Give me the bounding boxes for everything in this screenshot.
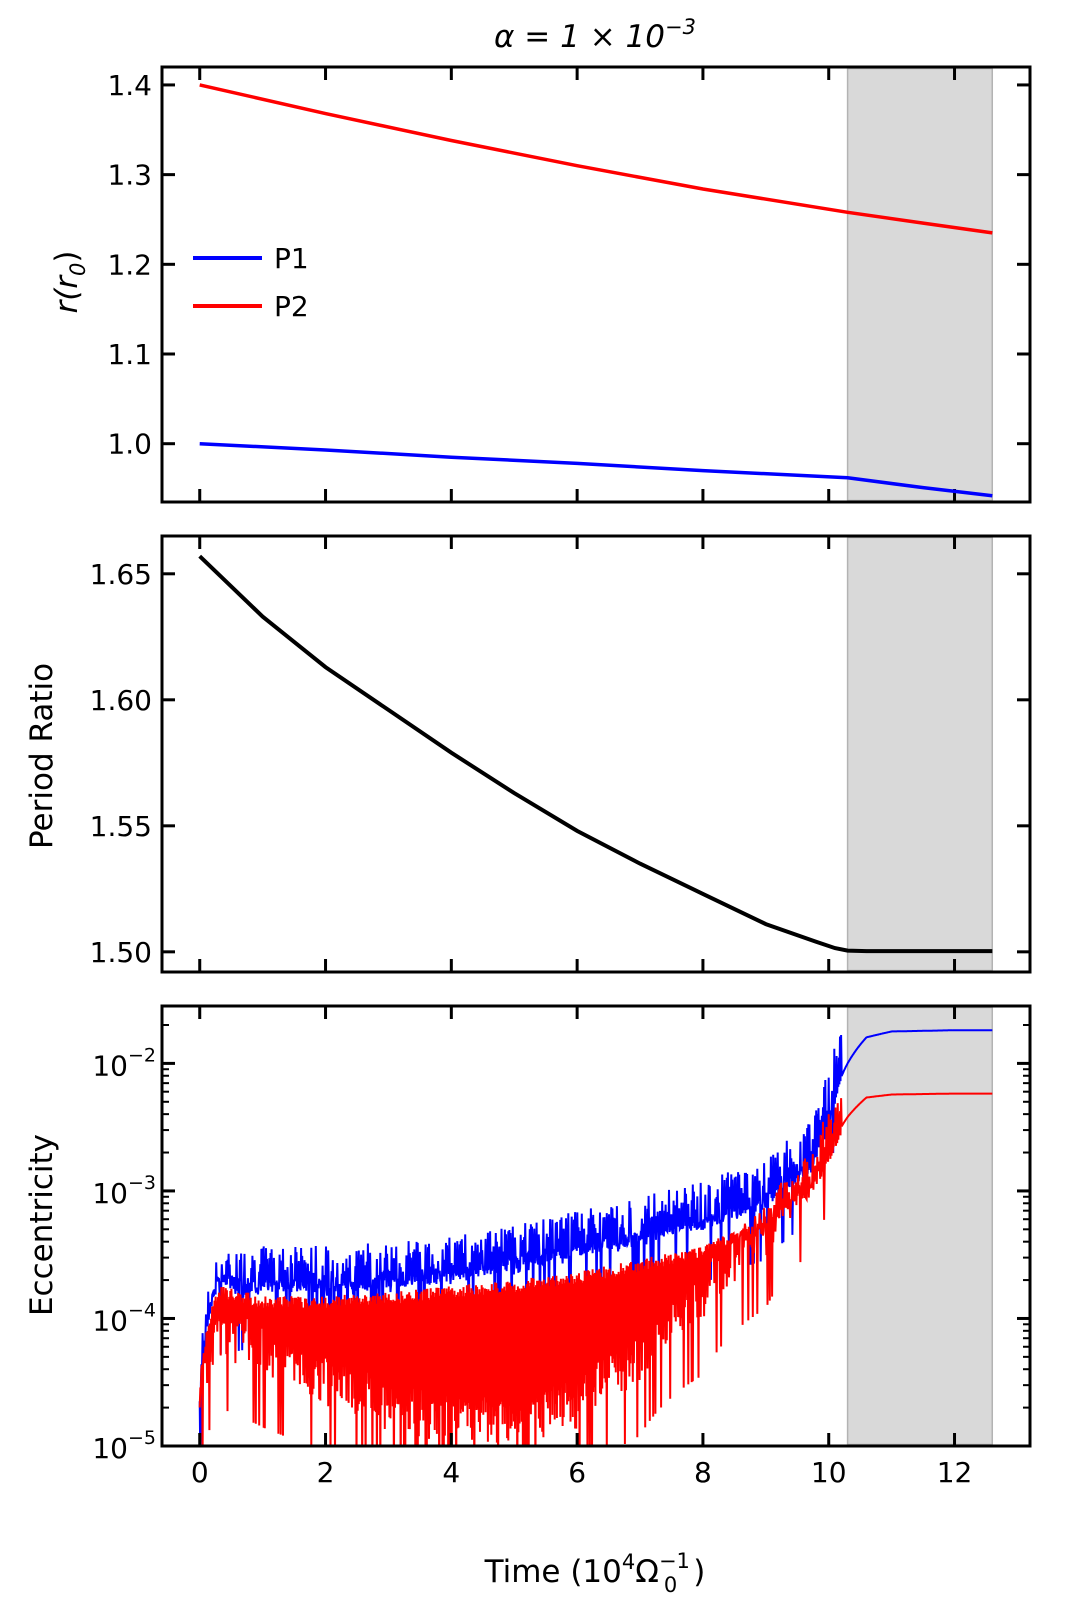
- x-tick-label: 12: [937, 1456, 973, 1489]
- y-tick-label: 1.60: [90, 684, 152, 717]
- y-tick-exponent: −4: [128, 1299, 156, 1321]
- x-axis-label: Time (104Ω−1 0): [484, 1549, 706, 1597]
- radius-ticks: 1.0 1.1 1.2 1.3 1.4: [107, 67, 1030, 502]
- x-tick-label: 6: [568, 1456, 586, 1489]
- y-tick-label: 10: [92, 1432, 128, 1465]
- legend: P1 P2: [193, 242, 309, 323]
- radius-line-p2: [199, 83, 993, 235]
- x-tick-label: 10: [811, 1456, 847, 1489]
- period-ratio-panel: 1.50 1.55 1.60 1.65 Period Ratio: [24, 534, 1032, 974]
- y-tick-label: 1.2: [107, 248, 152, 281]
- period-ratio-frame: [160, 534, 1032, 974]
- radius-ylabel: r(r0): [49, 250, 90, 313]
- chart-title-text: α = 1 × 10: [494, 19, 665, 55]
- y-tick-exponent: −2: [128, 1044, 156, 1066]
- y-tick-label: 1.3: [107, 159, 152, 192]
- radius-ylabel-sub: 0: [66, 263, 90, 276]
- y-tick-label: 1.65: [90, 558, 152, 591]
- eccentricity-shaded-region: [846, 1006, 994, 1446]
- period-ratio-shaded-region: [846, 536, 994, 972]
- eccentricity-series: [198, 1029, 993, 1446]
- eccentricity-panel: 10 −510 −410 −310 −20 2 4 6 8 10 12 Eccentricity: [24, 1004, 1032, 1489]
- radius-ylabel-main: r(r: [49, 274, 85, 314]
- x-axis-label-omega-sub: 0: [664, 1573, 677, 1597]
- x-axis-label-prefix: Time (10: [484, 1554, 622, 1590]
- x-axis-label-omega: Ω: [635, 1554, 659, 1590]
- y-tick-label: 10: [92, 1177, 128, 1210]
- radius-line-p1: [199, 441, 993, 498]
- eccentricity-ylabel: Eccentricity: [24, 1134, 60, 1316]
- x-axis-label-omega-sup: −1: [659, 1549, 690, 1573]
- y-tick-label: 1.50: [90, 936, 152, 969]
- x-tick-label: 4: [442, 1456, 460, 1489]
- period-ratio-line: [198, 554, 993, 954]
- radius-panel: 1.0 1.1 1.2 1.3 1.4 r(r0) P1 P2: [49, 65, 1032, 504]
- x-axis-label-suffix: ): [693, 1554, 705, 1590]
- x-tick-label: 0: [191, 1456, 209, 1489]
- y-tick-label: 1.1: [107, 338, 152, 371]
- period-ratio-ylabel: Period Ratio: [24, 663, 60, 849]
- y-tick-label: 1.0: [107, 428, 152, 461]
- radius-frame: [160, 65, 1032, 504]
- y-tick-exponent: −3: [128, 1172, 156, 1194]
- y-tick-label: 10: [92, 1049, 128, 1082]
- y-tick-label: 1.55: [90, 810, 152, 843]
- legend-p2-label: P2: [274, 290, 309, 323]
- period-ratio-ticks: 1.50 1.55 1.60 1.65: [90, 536, 1030, 972]
- x-axis-label-exp: 4: [622, 1550, 635, 1574]
- y-tick-label: 1.4: [107, 69, 152, 102]
- radius-ylabel-end: ): [49, 250, 85, 262]
- period-ratio-series: [198, 554, 993, 954]
- x-tick-label: 2: [317, 1456, 335, 1489]
- eccentricity-ticks: 10 −510 −410 −310 −20 2 4 6 8 10 12: [92, 1006, 1030, 1489]
- radius-shaded-region: [846, 67, 994, 502]
- chart-title-exponent: −3: [665, 15, 696, 39]
- legend-p1-label: P1: [274, 242, 309, 275]
- y-tick-exponent: −5: [128, 1427, 156, 1449]
- eccentricity-frame: [160, 1004, 1032, 1448]
- radius-series: [199, 83, 993, 498]
- eccentricity-line-p2: [198, 1092, 993, 1446]
- x-tick-label: 8: [694, 1456, 712, 1489]
- chart-title: α = 1 × 10−3: [494, 15, 696, 55]
- eccentricity-line-p1: [198, 1029, 993, 1446]
- y-tick-label: 10: [92, 1304, 128, 1337]
